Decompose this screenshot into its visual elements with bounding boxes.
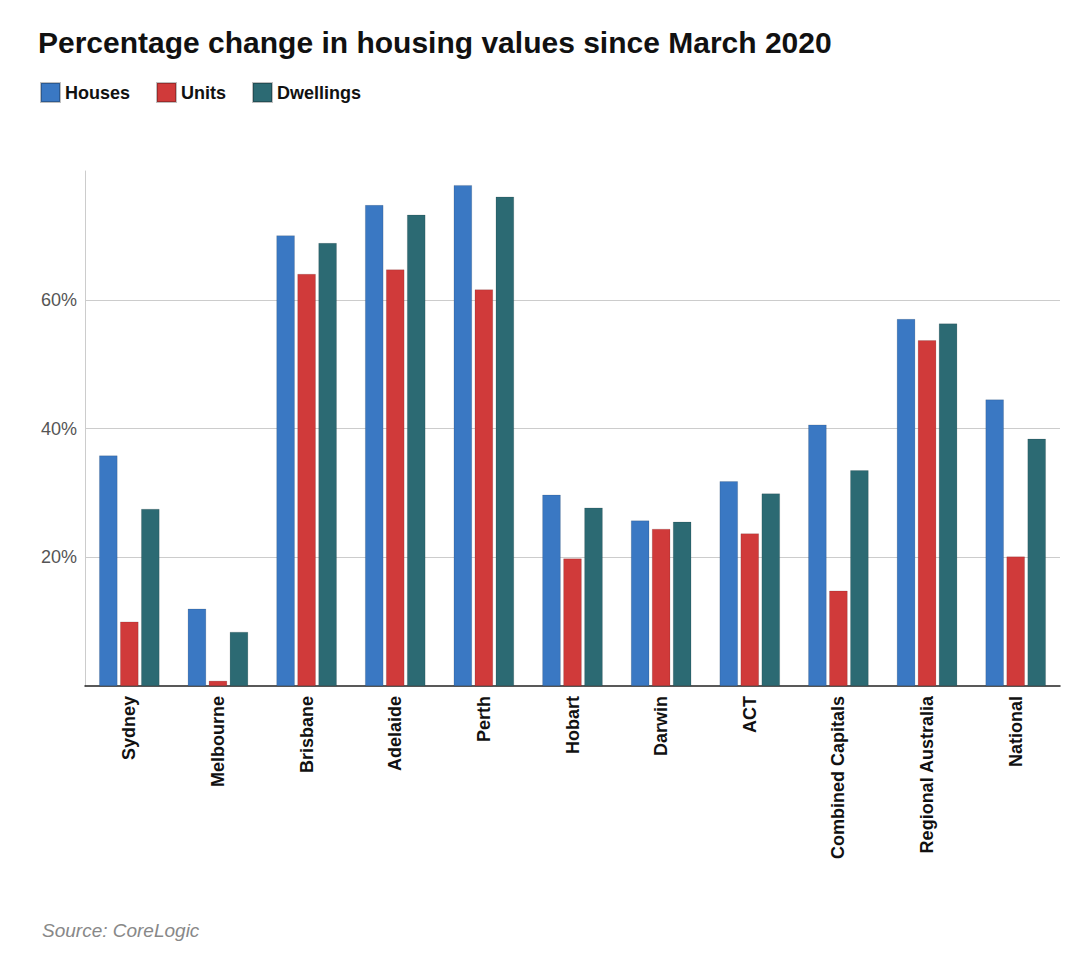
- svg-text:Brisbane: Brisbane: [297, 696, 317, 773]
- svg-text:Hobart: Hobart: [563, 696, 583, 754]
- svg-text:Percentage change in housing v: Percentage change in housing values sinc…: [38, 26, 832, 59]
- svg-text:ACT: ACT: [740, 696, 760, 733]
- svg-text:National: National: [1006, 696, 1026, 767]
- svg-text:Houses: Houses: [65, 83, 130, 103]
- svg-text:Dwellings: Dwellings: [277, 83, 361, 103]
- svg-text:Adelaide: Adelaide: [385, 696, 405, 771]
- svg-text:Regional Australia: Regional Australia: [917, 695, 937, 853]
- svg-text:Perth: Perth: [474, 696, 494, 742]
- svg-text:40%: 40%: [41, 419, 77, 439]
- svg-text:Source: CoreLogic: Source: CoreLogic: [42, 920, 200, 941]
- svg-text:Units: Units: [181, 83, 226, 103]
- svg-text:Combined Capitals: Combined Capitals: [828, 696, 848, 859]
- svg-text:Sydney: Sydney: [119, 696, 139, 760]
- svg-text:Darwin: Darwin: [651, 696, 671, 756]
- svg-text:60%: 60%: [41, 290, 77, 310]
- svg-text:20%: 20%: [41, 547, 77, 567]
- svg-text:Melbourne: Melbourne: [208, 696, 228, 787]
